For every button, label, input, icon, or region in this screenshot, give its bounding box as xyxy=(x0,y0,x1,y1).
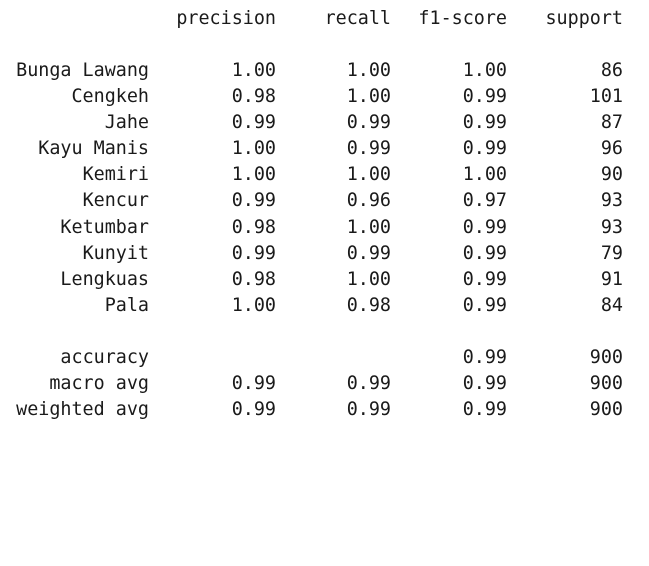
table-row: Bunga Lawang 1.00 1.00 1.00 86 xyxy=(0,59,649,83)
support-value: 90 xyxy=(600,164,623,185)
table-row: Kemiri 1.00 1.00 1.00 90 xyxy=(0,163,649,187)
macro-avg-support: 900 xyxy=(589,373,623,394)
macro-avg-recall: 0.99 xyxy=(346,373,391,394)
precision-value: 0.99 xyxy=(231,190,276,211)
support-value: 93 xyxy=(600,217,623,238)
f1-value: 0.99 xyxy=(462,138,507,159)
f1-value: 0.97 xyxy=(462,190,507,211)
header-support: support xyxy=(545,8,623,29)
class-label: Kencur xyxy=(82,190,149,211)
f1-value: 0.99 xyxy=(462,112,507,133)
f1-value: 0.99 xyxy=(462,243,507,264)
class-label: Kunyit xyxy=(82,243,149,264)
support-value: 93 xyxy=(600,190,623,211)
precision-value: 1.00 xyxy=(231,60,276,81)
f1-value: 0.99 xyxy=(462,295,507,316)
precision-value: 0.98 xyxy=(231,269,276,290)
recall-value: 1.00 xyxy=(346,269,391,290)
precision-value: 1.00 xyxy=(231,164,276,185)
recall-value: 0.99 xyxy=(346,138,391,159)
f1-value: 0.99 xyxy=(462,86,507,107)
weighted-avg-precision: 0.99 xyxy=(231,399,276,420)
table-row: Pala 1.00 0.98 0.99 84 xyxy=(0,294,649,318)
macro-avg-row: macro avg 0.99 0.99 0.99 900 xyxy=(0,372,649,396)
class-label: Kemiri xyxy=(82,164,149,185)
table-row: Ketumbar 0.98 1.00 0.99 93 xyxy=(0,216,649,240)
precision-value: 0.98 xyxy=(231,86,276,107)
macro-avg-f1: 0.99 xyxy=(462,373,507,394)
header-precision: precision xyxy=(176,8,276,29)
macro-avg-precision: 0.99 xyxy=(231,373,276,394)
support-value: 101 xyxy=(589,86,623,107)
f1-value: 0.99 xyxy=(462,217,507,238)
class-label: Jahe xyxy=(104,112,149,133)
weighted-avg-label: weighted avg xyxy=(16,399,149,420)
support-value: 84 xyxy=(600,295,623,316)
recall-value: 0.96 xyxy=(346,190,391,211)
recall-value: 1.00 xyxy=(346,164,391,185)
class-label: Kayu Manis xyxy=(38,138,149,159)
weighted-avg-recall: 0.99 xyxy=(346,399,391,420)
accuracy-row: accuracy 0.99 900 xyxy=(0,346,649,370)
weighted-avg-f1: 0.99 xyxy=(462,399,507,420)
class-label: Cengkeh xyxy=(71,86,149,107)
class-label: Ketumbar xyxy=(60,217,149,238)
f1-value: 0.99 xyxy=(462,269,507,290)
support-value: 87 xyxy=(600,112,623,133)
class-label: Lengkuas xyxy=(60,269,149,290)
accuracy-label: accuracy xyxy=(60,347,149,368)
precision-value: 0.99 xyxy=(231,243,276,264)
recall-value: 1.00 xyxy=(346,86,391,107)
precision-value: 0.98 xyxy=(231,217,276,238)
support-value: 79 xyxy=(600,243,623,264)
f1-value: 1.00 xyxy=(462,60,507,81)
precision-value: 1.00 xyxy=(231,295,276,316)
class-label: Bunga Lawang xyxy=(16,60,149,81)
table-row: Kayu Manis 1.00 0.99 0.99 96 xyxy=(0,137,649,161)
accuracy-support-value: 900 xyxy=(589,347,623,368)
accuracy-f1-value: 0.99 xyxy=(462,347,507,368)
f1-value: 1.00 xyxy=(462,164,507,185)
table-row: Lengkuas 0.98 1.00 0.99 91 xyxy=(0,268,649,292)
classification-report: precision recall f1-score support Bunga … xyxy=(0,7,649,422)
recall-value: 0.99 xyxy=(346,112,391,133)
recall-value: 0.98 xyxy=(346,295,391,316)
support-value: 86 xyxy=(600,60,623,81)
recall-value: 1.00 xyxy=(346,217,391,238)
header-recall: recall xyxy=(324,8,391,29)
header-f1-score: f1-score xyxy=(418,8,507,29)
table-row: Jahe 0.99 0.99 0.99 87 xyxy=(0,111,649,135)
precision-value: 0.99 xyxy=(231,112,276,133)
support-value: 96 xyxy=(600,138,623,159)
precision-value: 1.00 xyxy=(231,138,276,159)
table-row: Kunyit 0.99 0.99 0.99 79 xyxy=(0,242,649,266)
macro-avg-label: macro avg xyxy=(49,373,149,394)
table-row: Kencur 0.99 0.96 0.97 93 xyxy=(0,189,649,213)
weighted-avg-row: weighted avg 0.99 0.99 0.99 900 xyxy=(0,398,649,422)
recall-value: 0.99 xyxy=(346,243,391,264)
header-row: precision recall f1-score support xyxy=(0,7,649,31)
recall-value: 1.00 xyxy=(346,60,391,81)
table-row: Cengkeh 0.98 1.00 0.99 101 xyxy=(0,85,649,109)
weighted-avg-support: 900 xyxy=(589,399,623,420)
class-label: Pala xyxy=(104,295,149,316)
support-value: 91 xyxy=(600,269,623,290)
